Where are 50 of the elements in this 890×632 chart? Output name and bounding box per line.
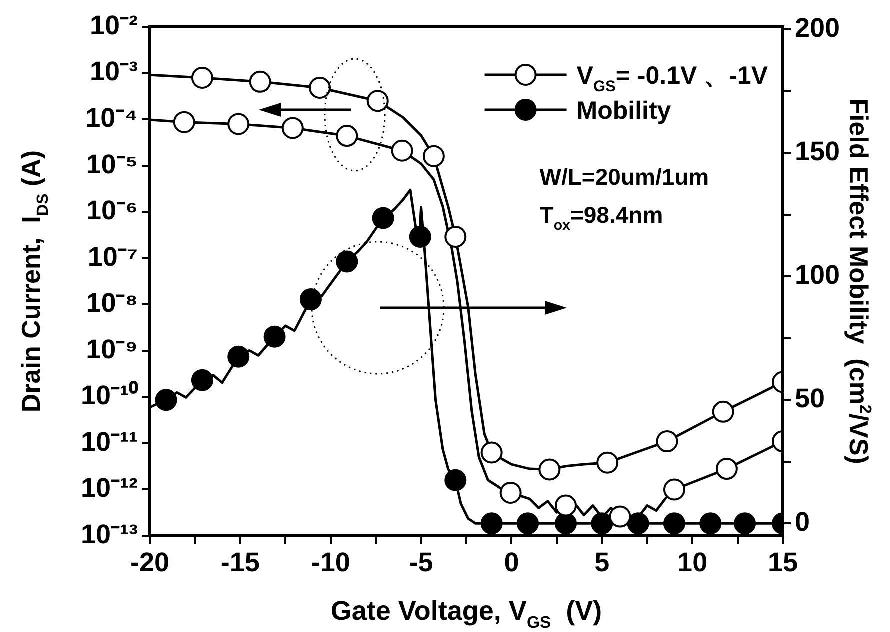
point [538, 458, 561, 481]
point [609, 506, 632, 528]
point [366, 90, 389, 112]
y2-axis-title: Field Effect Mobility (cm2/VS) [844, 98, 874, 464]
point [309, 77, 332, 100]
y2-tick-label: 50 [795, 384, 826, 414]
point [596, 452, 619, 474]
y2-tick-label: 0 [795, 507, 810, 538]
x-tick-label: 15 [768, 548, 798, 578]
point [282, 117, 304, 140]
point [444, 226, 467, 248]
x-tick-label: 10 [678, 548, 708, 578]
legend-label: Mobility [576, 97, 672, 125]
point [249, 70, 272, 93]
y2-tick-label: 100 [795, 260, 840, 290]
point [336, 125, 358, 148]
y-tick-label: 10⁻⁸ [86, 288, 138, 318]
point [228, 113, 250, 136]
x-tick-label: -15 [220, 548, 260, 578]
point [173, 111, 196, 134]
y-tick-label: 10⁻² [90, 10, 138, 40]
y-tick-label: 10⁻¹⁰ [80, 380, 139, 411]
point [191, 67, 214, 90]
y2-tick-label: 200 [795, 12, 840, 43]
point [391, 140, 414, 162]
point [656, 430, 678, 453]
y-tick-label: 10⁻⁵ [86, 149, 138, 180]
point [422, 145, 445, 168]
point [663, 478, 686, 501]
x-tick-label: -10 [311, 548, 350, 578]
point [716, 458, 738, 480]
y-tick-label: 10⁻¹³ [80, 519, 138, 550]
y-axis-title: Drain Current, IDS (A) [16, 150, 52, 413]
y-tick-label: 10⁻⁷ [88, 242, 138, 272]
y-tick-label: 10⁻⁴ [86, 103, 138, 133]
y-tick-label: 10⁻¹¹ [80, 426, 138, 457]
x-tick-label: 0 [504, 548, 520, 578]
y2-tick-label: 150 [795, 136, 840, 166]
x-tick-label: -5 [409, 548, 434, 578]
point [500, 482, 522, 504]
x-tick-label: -20 [130, 548, 170, 578]
annotation: W/L=20um/1um [540, 164, 710, 190]
y-tick-label: 10⁻⁶ [86, 196, 138, 226]
point [554, 494, 577, 517]
y-tick-label: 10⁻⁹ [86, 334, 138, 364]
y-tick-label: 10⁻³ [90, 56, 138, 87]
y-tick-label: 10⁻¹² [80, 473, 138, 504]
x-tick-label: 5 [594, 548, 610, 578]
point [712, 400, 734, 423]
point [480, 442, 503, 464]
